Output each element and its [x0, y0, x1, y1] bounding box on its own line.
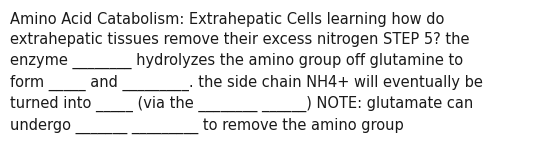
Text: Amino Acid Catabolism: Extrahepatic Cells learning how do
extrahepatic tissues r: Amino Acid Catabolism: Extrahepatic Cell…: [10, 12, 483, 134]
